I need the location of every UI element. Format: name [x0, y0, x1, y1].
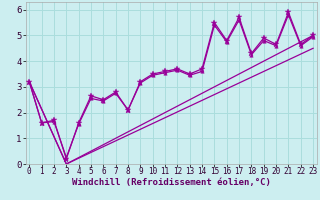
X-axis label: Windchill (Refroidissement éolien,°C): Windchill (Refroidissement éolien,°C) [72, 178, 271, 187]
